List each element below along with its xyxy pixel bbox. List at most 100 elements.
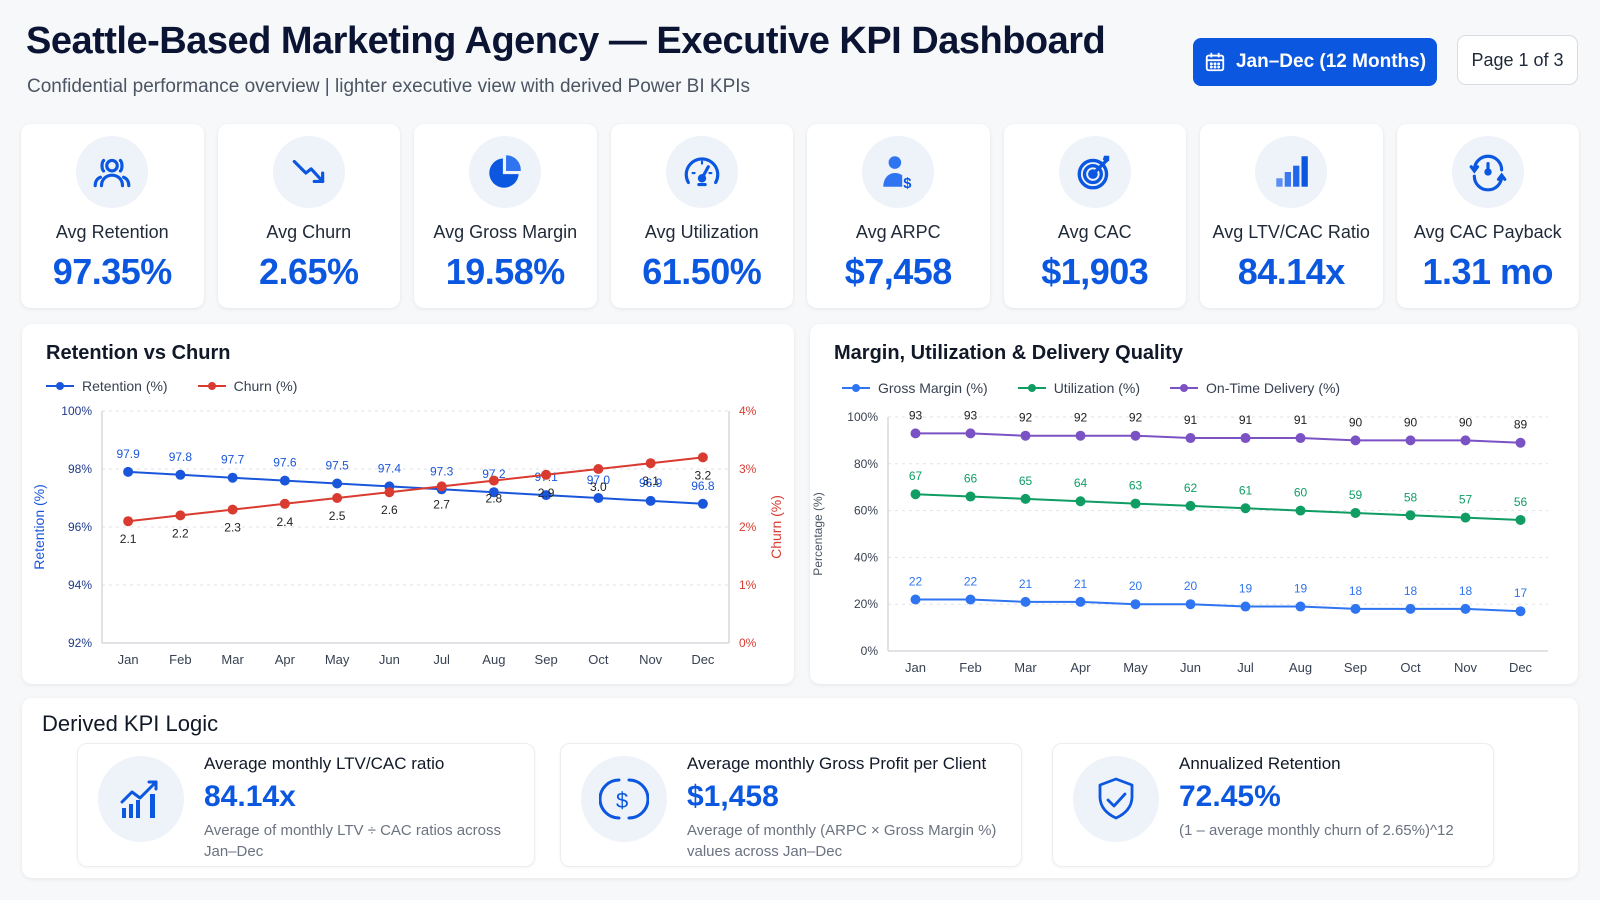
data-label: 19 [1239,582,1253,596]
data-label: 2.3 [224,521,241,535]
y2-axis-label: Churn (%) [768,495,784,559]
y2-tick-label: 1% [739,578,757,592]
kpi-logic-title: Derived KPI Logic [42,711,219,736]
series-line-1 [128,456,703,523]
x-tick-label: Jul [433,652,450,667]
legend-item-utilization[interactable]: Utilization (%) [1017,380,1141,396]
data-label: 91 [1184,413,1198,427]
data-label: 58 [1404,490,1418,504]
legend-label: On-Time Delivery (%) [1206,380,1341,396]
kpi-card-gross-margin: Avg Gross Margin 19.58% [414,124,597,308]
data-point [1020,493,1031,504]
legend-item-retention[interactable]: Retention (%) [46,378,168,394]
data-point [1295,601,1306,612]
kpi-card-arpc: $ Avg ARPC $7,458 [807,124,990,308]
data-label: 2.7 [433,497,450,511]
data-point [1295,505,1306,516]
x-tick-label: Feb [959,660,981,675]
page-subtitle: Confidential performance overview | ligh… [27,76,751,97]
data-point [1240,433,1251,444]
legend-item-churn[interactable]: Churn (%) [197,378,297,394]
kpi-label: Avg CAC Payback [1413,222,1562,242]
data-label: 92 [1074,411,1088,425]
data-point [910,594,921,605]
data-label: 17 [1514,586,1528,600]
data-point [1020,596,1031,607]
data-point [910,489,921,500]
y-tick-label: 96% [68,520,92,534]
y-tick-label: 92% [68,636,92,650]
trend-down-icon [292,159,324,184]
data-point [175,510,186,521]
logic-card-heading: Annualized Retention [1179,754,1341,773]
data-point [1350,507,1361,518]
x-tick-label: Jul [1237,660,1254,675]
data-label: 93 [964,408,978,422]
data-label: 97.4 [378,461,402,475]
kpi-label: Avg Gross Margin [433,222,578,242]
data-point [541,469,552,480]
data-point [965,428,976,439]
y2-tick-label: 3% [739,462,757,476]
dollar-circle-icon: $ [599,778,649,820]
x-tick-label: Nov [639,652,663,667]
x-tick-label: Jun [379,652,400,667]
legend-item-gross-margin[interactable]: Gross Margin (%) [842,380,988,396]
data-label: 89 [1514,418,1528,432]
data-point [1405,435,1416,446]
data-point [1075,430,1086,441]
data-label: 96.8 [691,479,715,493]
logic-card-value: 84.14x [204,780,296,813]
chart-title: Margin, Utilization & Delivery Quality [834,342,1183,364]
calendar-icon [1205,52,1225,72]
data-point [593,493,604,503]
date-range-button[interactable]: Jan–Dec (12 Months) [1193,38,1437,86]
data-point [227,472,238,483]
data-point [1240,503,1251,514]
legend-item-on-time[interactable]: On-Time Delivery (%) [1170,380,1340,396]
data-label: 97.7 [221,453,245,467]
data-point [1405,510,1416,521]
data-label: 22 [964,575,978,589]
data-point [1240,601,1251,612]
data-point [1075,496,1086,507]
y-tick-label: 0% [861,644,879,658]
retention-churn-chart: 100% 98% 96% 94% 92% 4% 3% 2% 1% 0% Churn (%) Reten… [31,404,784,667]
data-label: 21 [1074,577,1088,591]
legend-label: Utilization (%) [1053,380,1141,396]
data-label: 97.0 [587,473,611,487]
data-point [1130,498,1141,509]
x-tick-label: Nov [1454,660,1478,675]
data-label: 92 [1129,411,1143,425]
data-label: 63 [1129,479,1143,493]
kpi-value: 2.65% [258,251,359,292]
x-tick-label: Apr [1070,660,1091,675]
shield-check-icon [1098,777,1134,820]
kpi-label: Avg Retention [55,222,169,242]
legend-label: Retention (%) [82,378,168,394]
data-label: 3.0 [590,480,607,494]
date-range-label: Jan–Dec (12 Months) [1235,51,1427,72]
data-label: 97.9 [116,447,140,461]
kpi-card-ltv-cac: Avg LTV/CAC Ratio 84.14x [1200,124,1383,308]
gauge-icon [684,157,719,187]
series-line-0 [128,470,703,505]
data-label: 56 [1514,495,1528,509]
data-label: 97.2 [482,467,506,481]
data-label: 60 [1294,486,1308,500]
data-label: 21 [1019,577,1033,591]
data-point [279,498,290,509]
kpi-value: 84.14x [1237,251,1346,292]
data-label: 2.6 [381,503,398,517]
data-label: 18 [1404,584,1418,598]
page-indicator[interactable]: Page 1 of 3 [1457,35,1578,85]
logic-card-description: (1 – average monthly churn of 2.65%)^12 [1179,822,1454,839]
data-point [384,487,395,498]
data-point [1515,437,1526,448]
data-point [1515,606,1526,617]
kpi-value: 19.58% [445,251,566,292]
x-tick-label: Mar [221,652,244,667]
data-label: 91 [1239,413,1253,427]
retention-churn-panel: Retention vs Churn Retention (%) Churn (… [22,324,794,684]
x-tick-label: Dec [691,652,715,667]
